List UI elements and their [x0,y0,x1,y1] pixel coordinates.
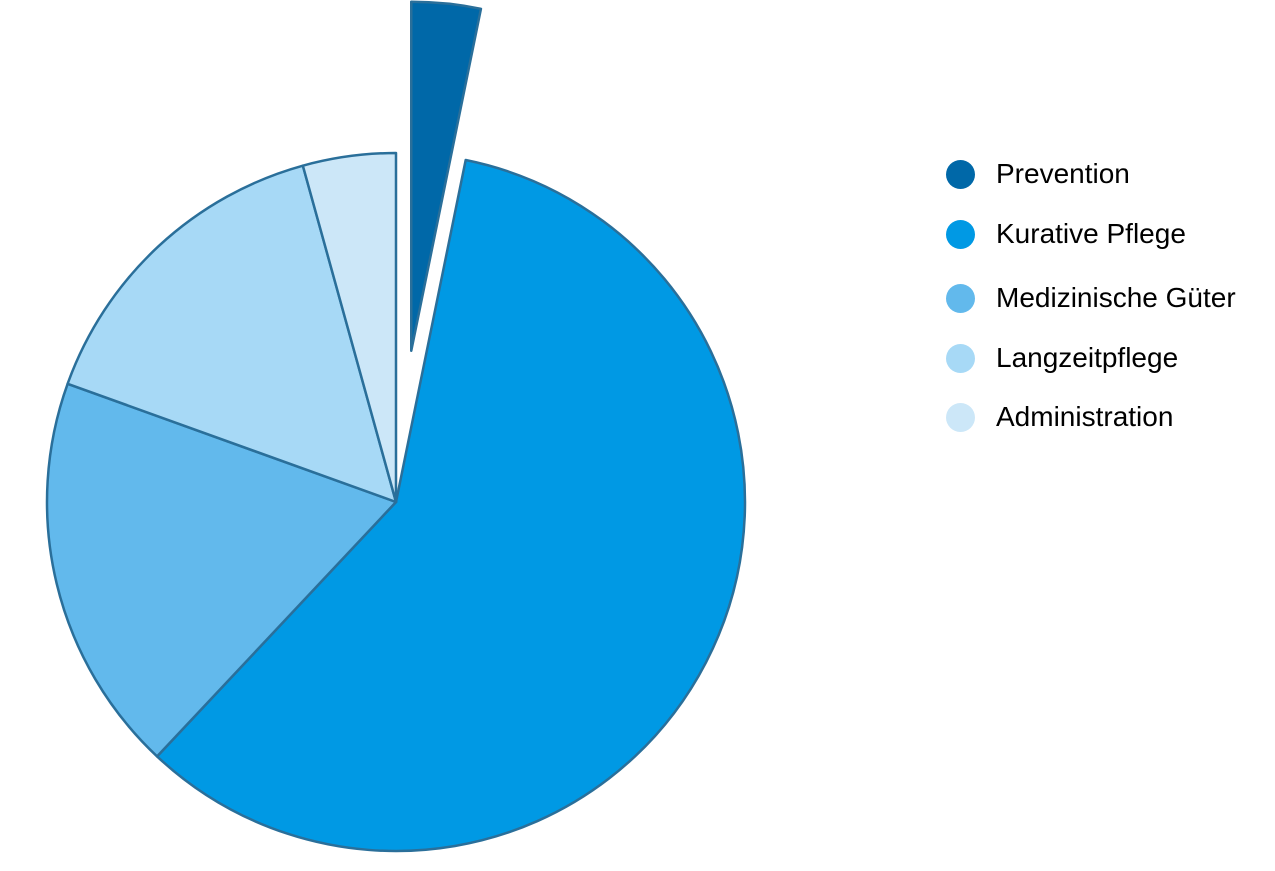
legend-swatch-administration [946,402,975,432]
legend-label-prevention: Prevention [996,158,1130,189]
pie-chart [45,0,747,853]
legend-label-langzeitpflege: Langzeitpflege [996,342,1179,373]
legend-item-administration[interactable]: Administration [946,397,1173,437]
legend-item-kurative-pflege[interactable]: Kurative Pflege [946,214,1186,254]
pie-slice-administration[interactable] [301,151,398,504]
legend-item-langzeitpflege[interactable]: Langzeitpflege [946,338,1178,378]
pie-slice-prevention[interactable] [410,0,483,353]
legend-label-kurative-pflege: Kurative Pflege [996,218,1186,249]
legend-item-prevention[interactable]: Prevention [946,154,1130,194]
legend-label-administration: Administration [996,401,1174,432]
pie-slice-langzeitpflege[interactable] [66,164,398,504]
legend-swatch-kurative-pflege [946,219,975,249]
legend-swatch-prevention [946,159,975,189]
pie-slice-medizinische-gueter[interactable] [45,382,398,758]
legend-item-medizinische-gueter[interactable]: Medizinische Güter [946,278,1236,318]
legend-swatch-medizinische-gueter [946,283,975,313]
legend-swatch-langzeitpflege [946,343,975,373]
legend-label-medizinische-gueter: Medizinische Güter [996,282,1236,313]
pie-slice-kurative-pflege[interactable] [155,158,747,853]
